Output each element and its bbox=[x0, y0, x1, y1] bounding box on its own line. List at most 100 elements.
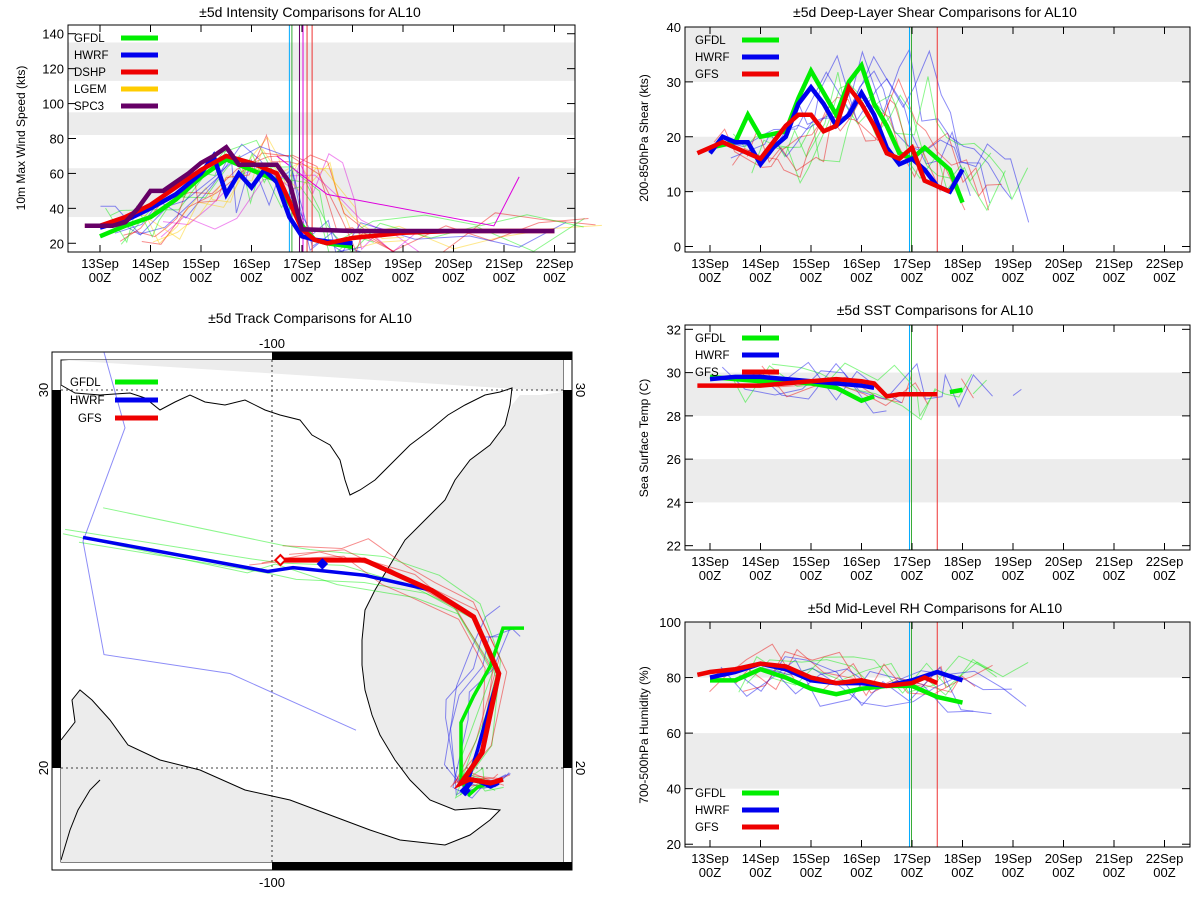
intensity-xtick-label-date: 16Sep bbox=[233, 256, 271, 271]
rh-x-ticks: 13Sep00Z14Sep00Z15Sep00Z16Sep00Z17Sep00Z… bbox=[691, 622, 1183, 880]
shear-ensemble-line bbox=[746, 77, 1002, 198]
track-legend-label-hwrf: HWRF bbox=[70, 395, 105, 407]
coastline bbox=[60, 384, 513, 846]
intensity-ensemble-line bbox=[276, 155, 520, 227]
sst-xtick-label-hour: 00Z bbox=[901, 568, 923, 583]
sst-xtick-label-date: 14Sep bbox=[742, 554, 780, 569]
track-marker-hwrf-end bbox=[459, 784, 471, 797]
shear-ytick-label: 0 bbox=[674, 240, 681, 255]
rh-ytick-label: 60 bbox=[667, 726, 681, 741]
shear-legend-label-hwrf: HWRF bbox=[695, 52, 730, 64]
track-title: ±5d Track Comparisons for AL10 bbox=[208, 310, 412, 326]
rh-title: ±5d Mid-Level RH Comparisons for AL10 bbox=[808, 600, 1063, 616]
sst-ytick-label: 26 bbox=[667, 452, 681, 467]
intensity-legend-label-spc3: SPC3 bbox=[74, 101, 104, 113]
shear-series-gfdl bbox=[709, 60, 965, 204]
rh-series-gfs bbox=[696, 661, 939, 689]
shear-xtick-label-hour: 00Z bbox=[1052, 270, 1074, 285]
intensity-y-ticks: 20 40 60 80 100 120 140 bbox=[42, 27, 575, 251]
intensity-xtick-label-hour: 00Z bbox=[240, 270, 262, 285]
track-ensemble-line bbox=[445, 636, 510, 792]
intensity-legend-label-lgem: LGEM bbox=[74, 84, 107, 96]
intensity-verify-lines bbox=[288, 25, 313, 252]
intensity-ytick-label: 120 bbox=[42, 62, 64, 77]
sst-legend-label-gfdl: GFDL bbox=[695, 333, 726, 345]
rh-xtick-label-date: 20Sep bbox=[1045, 851, 1083, 866]
sst-xtick-label-hour: 00Z bbox=[951, 568, 973, 583]
map-frame-left-bar bbox=[52, 390, 61, 768]
shear-xtick-label-date: 22Sep bbox=[1146, 256, 1184, 271]
sst-xtick-label-date: 17Sep bbox=[893, 554, 931, 569]
shear-ylabel: 200-850hPa Shear (kts) bbox=[637, 74, 651, 201]
sst-xtick-label-date: 15Sep bbox=[792, 554, 830, 569]
lat-label-left-20: 20 bbox=[36, 761, 51, 775]
rh-legend-label-gfs: GFS bbox=[695, 822, 719, 834]
sst-xtick-label-date: 13Sep bbox=[691, 554, 729, 569]
sst-series bbox=[697, 374, 963, 404]
sst-xtick-label-hour: 00Z bbox=[749, 568, 771, 583]
rh-xtick-label-date: 18Sep bbox=[944, 851, 982, 866]
rh-ytick-label: 80 bbox=[667, 671, 681, 686]
sst-xtick-label-date: 18Sep bbox=[944, 554, 982, 569]
rh-xtick-label-hour: 00Z bbox=[1052, 865, 1074, 880]
rh-series-gfdl bbox=[710, 666, 963, 705]
intensity-xtick-label-date: 22Sep bbox=[536, 256, 574, 271]
shear-xtick-label-hour: 00Z bbox=[1103, 270, 1125, 285]
track-marker-hwrf bbox=[316, 558, 329, 570]
shear-ytick-label: 10 bbox=[667, 185, 681, 200]
rh-xtick-label-date: 16Sep bbox=[843, 851, 881, 866]
sst-xtick-label-hour: 00Z bbox=[699, 568, 721, 583]
shear-legend-label-gfdl: GFDL bbox=[695, 35, 726, 47]
track-ensemble-line bbox=[289, 549, 508, 786]
shear-y-ticks: 0 10 20 30 40 bbox=[667, 20, 1190, 255]
shear-xtick-label-hour: 00Z bbox=[749, 270, 771, 285]
intensity-legend-label-gfdl: GFDL bbox=[74, 33, 105, 45]
intensity-band-1 bbox=[68, 112, 575, 136]
intensity-xtick-label-hour: 00Z bbox=[341, 270, 363, 285]
rh-xtick-label-date: 15Sep bbox=[792, 851, 830, 866]
shear-ytick-label: 30 bbox=[667, 75, 681, 90]
track-legend: GFDL HWRF GFS bbox=[70, 377, 158, 425]
intensity-bands bbox=[68, 42, 575, 218]
sst-ensemble-line bbox=[731, 362, 973, 418]
shear-ensemble-line bbox=[713, 97, 966, 211]
rh-ylabel: 700-500hPa Humidity (%) bbox=[637, 666, 651, 803]
sst-series-gfdl bbox=[949, 387, 963, 395]
intensity-legend-label-dshp: DSHP bbox=[74, 67, 106, 79]
shear-xtick-label-date: 16Sep bbox=[843, 256, 881, 271]
intensity-ytick-label: 40 bbox=[50, 201, 64, 216]
track-series-gfs bbox=[280, 557, 504, 790]
rh-xtick-label-hour: 00Z bbox=[800, 865, 822, 880]
intensity-x-ticks: 13Sep00Z14Sep00Z15Sep00Z16Sep00Z17Sep00Z… bbox=[81, 25, 573, 285]
gulf-ocean bbox=[61, 360, 563, 862]
intensity-ensemble-line bbox=[160, 174, 420, 253]
sst-ensemble-line bbox=[744, 362, 993, 408]
intensity-panel: ±5d Intensity Comparisons for AL10 10m M… bbox=[14, 4, 602, 285]
shear-ensemble-line bbox=[760, 48, 1012, 199]
rh-ensemble-line bbox=[770, 656, 1029, 694]
shear-panel: ±5d Deep-Layer Shear Comparisons for AL1… bbox=[637, 4, 1191, 285]
shear-ensemble-line bbox=[775, 49, 1030, 223]
rh-xtick-label-date: 19Sep bbox=[994, 851, 1032, 866]
sst-panel: ±5d SST Comparisons for AL10 Sea Surface… bbox=[637, 302, 1191, 583]
sst-xtick-label-hour: 00Z bbox=[850, 568, 872, 583]
sst-ensemble-line bbox=[1012, 388, 1022, 396]
intensity-ensemble-line bbox=[141, 152, 395, 253]
sst-xtick-label-date: 20Sep bbox=[1045, 554, 1083, 569]
rh-ensemble-line bbox=[709, 643, 947, 694]
sst-ytick-label: 28 bbox=[667, 409, 681, 424]
intensity-ensemble-line bbox=[110, 139, 585, 253]
rh-legend: GFDL HWRF GFS bbox=[695, 788, 779, 834]
sst-xtick-label-hour: 00Z bbox=[1103, 568, 1125, 583]
sst-legend-label-hwrf: HWRF bbox=[695, 350, 730, 362]
shear-xtick-label-hour: 00Z bbox=[699, 270, 721, 285]
rh-xtick-label-hour: 00Z bbox=[901, 865, 923, 880]
sst-y-ticks: 22 24 26 28 30 32 bbox=[667, 322, 1190, 554]
intensity-xtick-label-hour: 00Z bbox=[190, 270, 212, 285]
shear-legend-label-gfs: GFS bbox=[695, 69, 719, 81]
shear-ensemble-lines bbox=[713, 48, 1030, 223]
rh-legend-label-gfdl: GFDL bbox=[695, 788, 726, 800]
sst-ensemble-line bbox=[771, 363, 936, 421]
intensity-ytick-label: 20 bbox=[50, 236, 64, 251]
sst-legend-label-gfs: GFS bbox=[695, 367, 719, 379]
